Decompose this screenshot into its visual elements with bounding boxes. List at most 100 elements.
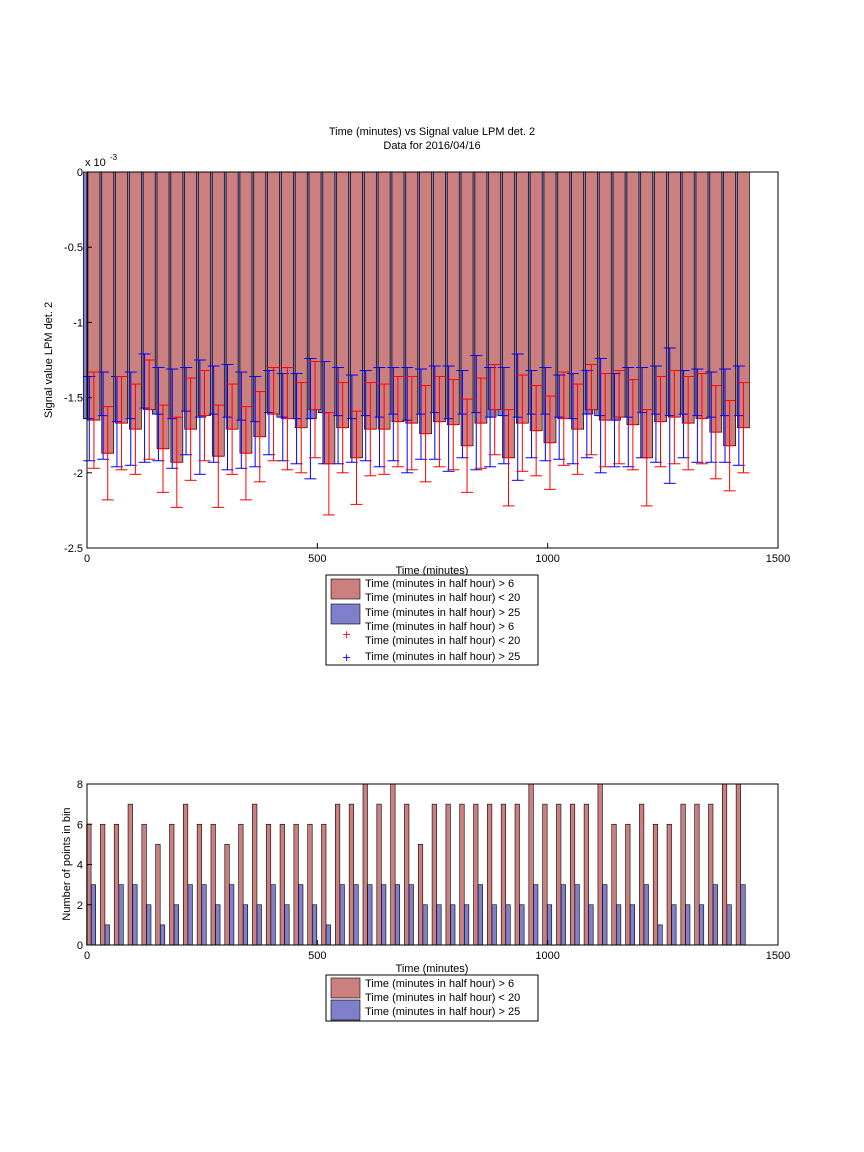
- bottom-bar-b-10: [229, 884, 235, 946]
- bottom-bar-b-28: [477, 884, 483, 946]
- top-ytick-label-2: -1: [73, 317, 83, 329]
- bottom-bar-a-40: [639, 803, 645, 946]
- bottom-legend: Time (minutes in half hour) > 6 Time (mi…: [325, 974, 539, 1022]
- top-exponent-power: -3: [110, 153, 118, 162]
- bottom-chart: 0 500 1000 1500 0 2 4 6 8 Time (minutes) Number …: [61, 779, 790, 1022]
- top-legend-label-b: Time (minutes in half hour) > 25: [365, 607, 520, 619]
- bottom-bar-a-44: [694, 803, 700, 946]
- bottom-bar-b-42: [671, 904, 677, 946]
- bottom-bar-a-12: [252, 803, 258, 946]
- bottom-bar-a-13: [265, 823, 272, 946]
- top-chart-title: Time (minutes) vs Signal value LPM det. …: [329, 126, 535, 138]
- bottom-bar-a-16: [307, 823, 313, 946]
- bottom-bar-a-15: [293, 823, 299, 946]
- top-plot-area: [82, 171, 750, 516]
- bottom-bar-a-27: [459, 803, 465, 946]
- bottom-bar-b-26: [450, 904, 456, 946]
- bottom-bar-a-46: [722, 783, 728, 946]
- bottom-bar-b-6: [173, 904, 179, 946]
- top-xtick-label-0: 0: [84, 553, 90, 565]
- top-xtick-label-1: 500: [308, 553, 326, 565]
- bottom-bar-a-17: [321, 823, 327, 946]
- bottom-bar-b-31: [519, 904, 525, 946]
- bottom-bar-b-4: [146, 904, 152, 946]
- bottom-bar-b-2: [118, 884, 124, 946]
- top-exponent-base: x 10: [85, 157, 106, 169]
- bottom-bar-b-36: [588, 904, 594, 946]
- top-xtick-label-2: 1000: [535, 553, 559, 565]
- bottom-bar-b-3: [132, 884, 138, 946]
- bottom-bar-a-5: [155, 844, 161, 946]
- top-chart: Time (minutes) vs Signal value LPM det. …: [43, 126, 790, 666]
- bottom-xtick-label-0: 0: [84, 950, 90, 962]
- bottom-bar-a-7: [183, 803, 189, 946]
- bottom-bar-b-41: [657, 924, 663, 946]
- bottom-bar-a-25: [431, 803, 437, 946]
- bottom-bar-b-38: [616, 904, 622, 946]
- bottom-bar-b-37: [602, 884, 608, 946]
- bottom-bar-a-6: [169, 823, 175, 946]
- bottom-plot-area: [86, 783, 746, 946]
- bottom-bar-a-20: [362, 783, 368, 946]
- bottom-xtick-label-3: 1500: [766, 950, 790, 962]
- top-legend-swatch-a: [330, 578, 361, 600]
- bottom-xlabel: Time (minutes): [396, 963, 469, 975]
- bottom-bar-b-14: [284, 904, 290, 946]
- bottom-bar-b-46: [726, 904, 732, 946]
- bottom-bar-a-11: [238, 823, 244, 946]
- bottom-bar-b-23: [408, 884, 414, 946]
- bottom-bar-a-18: [335, 803, 341, 946]
- top-xlabel: Time (minutes): [396, 565, 469, 577]
- bottom-bar-a-47: [735, 783, 741, 946]
- bottom-bar-a-9: [210, 823, 216, 946]
- top-legend-box: [325, 574, 539, 666]
- bottom-bar-a-10: [224, 844, 230, 946]
- bottom-bar-a-1: [100, 823, 106, 946]
- bottom-bar-a-45: [708, 803, 714, 946]
- bottom-ylabel: Number of points in bin: [61, 807, 73, 920]
- bottom-legend-label-b: Time (minutes in half hour) > 25: [365, 1006, 520, 1018]
- bottom-bar-b-32: [533, 884, 539, 946]
- bottom-bar-b-22: [394, 884, 401, 946]
- bottom-legend-label-a-2: Time (minutes in half hour) < 20: [365, 992, 520, 1004]
- bottom-bar-b-15: [298, 884, 304, 946]
- bottom-bar-b-40: [643, 884, 649, 946]
- bottom-bar-b-34: [560, 884, 566, 946]
- bottom-bar-a-28: [473, 803, 479, 946]
- top-axes-frame: [86, 171, 779, 549]
- bottom-bar-b-7: [187, 884, 193, 946]
- bottom-bar-b-44: [698, 904, 705, 946]
- bottom-bar-a-38: [611, 823, 617, 946]
- bottom-bar-a-24: [417, 844, 424, 946]
- bottom-bar-b-33: [546, 904, 553, 946]
- bottom-bar-b-0: [90, 884, 96, 946]
- top-legend-label-a-1: Time (minutes in half hour) > 6: [365, 578, 514, 590]
- bottom-bar-b-35: [574, 884, 580, 946]
- bottom-bar-a-41: [652, 823, 659, 946]
- bottom-bar-b-17: [325, 924, 331, 946]
- bottom-bar-a-36: [583, 803, 589, 946]
- bottom-legend-swatch-b: [330, 999, 361, 1021]
- top-ytick-label-3: -1.5: [64, 393, 83, 405]
- bottom-bar-a-32: [528, 783, 534, 946]
- bottom-bar-b-11: [242, 904, 249, 946]
- bottom-bar-a-42: [666, 823, 672, 946]
- bottom-bar-b-24: [422, 904, 428, 946]
- bottom-ytick-label-4: 8: [77, 779, 83, 791]
- bottom-bar-a-2: [113, 823, 120, 946]
- bottom-bar-b-27: [464, 904, 470, 946]
- top-ytick-label-4: -2: [73, 468, 83, 480]
- bottom-bar-b-45: [712, 884, 718, 946]
- bottom-bar-b-13: [270, 884, 276, 946]
- bottom-bar-a-31: [514, 803, 520, 946]
- bottom-bar-a-19: [348, 803, 354, 946]
- bottom-legend-swatch-a: [330, 977, 361, 999]
- bottom-bar-b-12: [256, 904, 262, 946]
- bottom-bar-a-21: [376, 803, 382, 946]
- bottom-bar-a-3: [127, 803, 133, 946]
- bottom-bar-b-16: [312, 904, 318, 946]
- top-ytick-label-1: -0.5: [64, 242, 83, 254]
- bottom-ytick-label-2: 4: [77, 860, 83, 872]
- bottom-ticks: 0 500 1000 1500 0 2 4 6 8: [77, 779, 790, 962]
- bottom-bar-b-39: [629, 904, 635, 946]
